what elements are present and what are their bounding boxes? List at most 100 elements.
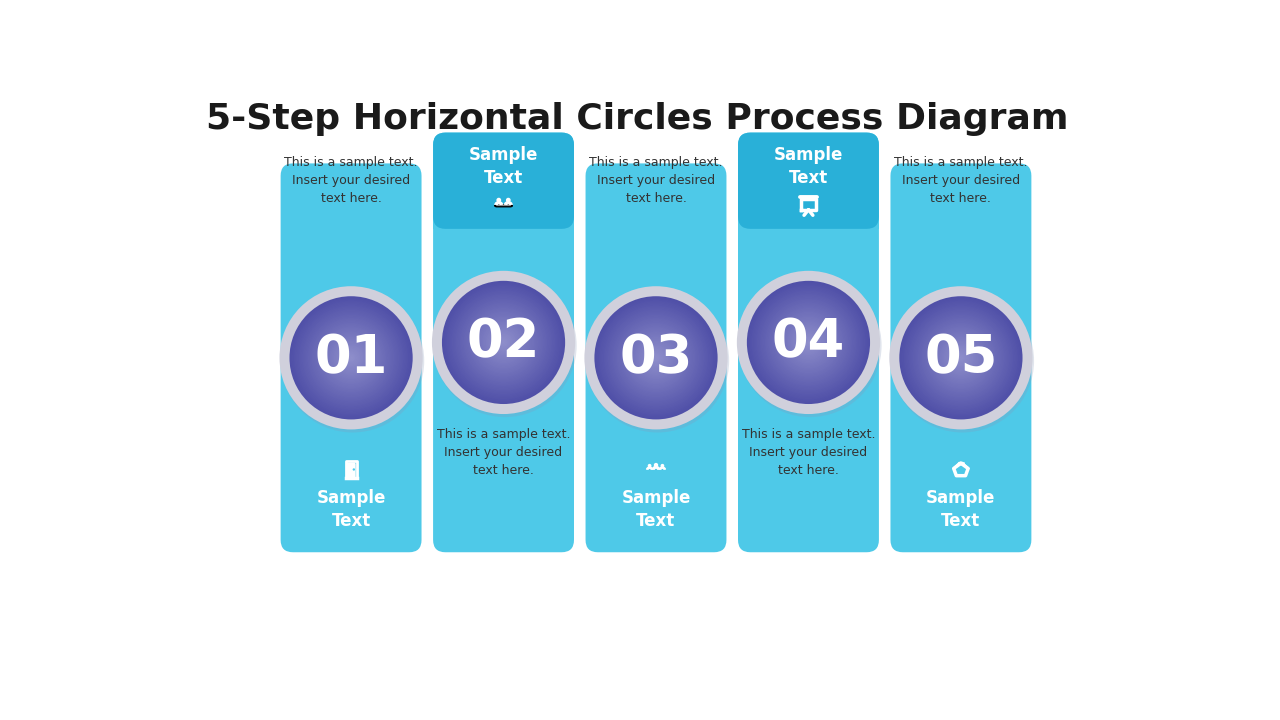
Circle shape xyxy=(777,310,841,374)
Circle shape xyxy=(927,323,996,392)
Circle shape xyxy=(797,331,819,354)
Circle shape xyxy=(500,338,507,346)
FancyBboxPatch shape xyxy=(433,132,573,552)
Circle shape xyxy=(763,297,854,388)
Circle shape xyxy=(925,322,997,394)
Circle shape xyxy=(475,314,532,371)
Circle shape xyxy=(305,311,398,405)
Circle shape xyxy=(936,333,986,382)
Circle shape xyxy=(932,328,991,387)
Circle shape xyxy=(338,344,365,372)
Circle shape xyxy=(434,274,577,417)
Circle shape xyxy=(316,323,385,392)
Circle shape xyxy=(644,346,668,370)
FancyBboxPatch shape xyxy=(585,163,727,552)
Circle shape xyxy=(755,289,861,395)
Circle shape xyxy=(291,297,411,418)
Circle shape xyxy=(494,333,513,352)
Circle shape xyxy=(463,302,544,383)
Circle shape xyxy=(603,305,709,411)
Circle shape xyxy=(621,322,691,394)
Circle shape xyxy=(479,318,529,367)
Circle shape xyxy=(457,296,550,390)
Circle shape xyxy=(488,326,520,359)
Text: This is a sample text.
Insert your desired
text here.: This is a sample text. Insert your desir… xyxy=(589,156,723,204)
Text: Sample
Text: Sample Text xyxy=(621,490,691,531)
Circle shape xyxy=(289,296,412,420)
Circle shape xyxy=(468,308,538,377)
Circle shape xyxy=(616,318,696,398)
Circle shape xyxy=(648,464,652,467)
Circle shape xyxy=(945,342,977,374)
Circle shape xyxy=(938,336,983,380)
Circle shape xyxy=(934,330,988,385)
Circle shape xyxy=(618,320,694,396)
FancyBboxPatch shape xyxy=(739,132,879,229)
Circle shape xyxy=(333,339,370,377)
Circle shape xyxy=(902,299,1020,417)
Circle shape xyxy=(795,329,822,356)
Circle shape xyxy=(453,292,554,393)
Circle shape xyxy=(645,347,667,369)
Circle shape xyxy=(910,307,1011,408)
Circle shape xyxy=(308,315,394,401)
Circle shape xyxy=(654,356,658,360)
Circle shape xyxy=(796,330,820,355)
Circle shape xyxy=(474,313,532,372)
Circle shape xyxy=(654,463,658,467)
Circle shape xyxy=(502,341,504,343)
Circle shape xyxy=(481,320,526,364)
Circle shape xyxy=(320,327,381,389)
Circle shape xyxy=(804,338,813,347)
Circle shape xyxy=(586,289,730,433)
Circle shape xyxy=(937,334,984,381)
Circle shape xyxy=(756,291,860,394)
Circle shape xyxy=(595,297,717,418)
Circle shape xyxy=(924,321,998,395)
Circle shape xyxy=(296,302,407,413)
Circle shape xyxy=(626,328,686,387)
Circle shape xyxy=(348,356,353,360)
FancyBboxPatch shape xyxy=(495,204,512,207)
Circle shape xyxy=(472,312,534,373)
Circle shape xyxy=(790,324,827,361)
Circle shape xyxy=(486,325,521,360)
Circle shape xyxy=(901,297,1021,418)
Circle shape xyxy=(344,351,357,364)
Circle shape xyxy=(941,338,980,377)
Circle shape xyxy=(772,305,845,379)
Circle shape xyxy=(785,319,832,366)
Circle shape xyxy=(325,332,376,384)
Text: 04: 04 xyxy=(772,316,845,369)
Text: This is a sample text.
Insert your desired
text here.: This is a sample text. Insert your desir… xyxy=(436,428,571,477)
Circle shape xyxy=(477,317,530,369)
Circle shape xyxy=(297,304,406,412)
Circle shape xyxy=(748,282,869,402)
Text: 01: 01 xyxy=(315,332,388,384)
Circle shape xyxy=(431,271,575,414)
Circle shape xyxy=(625,327,687,389)
Circle shape xyxy=(467,305,540,379)
Circle shape xyxy=(803,336,814,348)
Text: 03: 03 xyxy=(620,332,692,384)
Circle shape xyxy=(317,325,384,391)
Circle shape xyxy=(307,313,396,402)
Circle shape xyxy=(444,283,563,402)
Circle shape xyxy=(467,307,539,378)
Circle shape xyxy=(737,271,881,414)
Text: This is a sample text.
Insert your desired
text here.: This is a sample text. Insert your desir… xyxy=(895,156,1028,204)
Circle shape xyxy=(918,315,1004,401)
Circle shape xyxy=(282,289,424,433)
Circle shape xyxy=(352,468,355,471)
Circle shape xyxy=(768,302,849,383)
Text: Sample
Text: Sample Text xyxy=(774,146,844,187)
Circle shape xyxy=(339,346,364,370)
Circle shape xyxy=(306,312,397,403)
Circle shape xyxy=(298,305,404,411)
Circle shape xyxy=(279,287,422,429)
Circle shape xyxy=(640,342,672,374)
Circle shape xyxy=(631,333,681,382)
Circle shape xyxy=(641,343,671,373)
Circle shape xyxy=(628,330,684,385)
Circle shape xyxy=(605,307,707,408)
